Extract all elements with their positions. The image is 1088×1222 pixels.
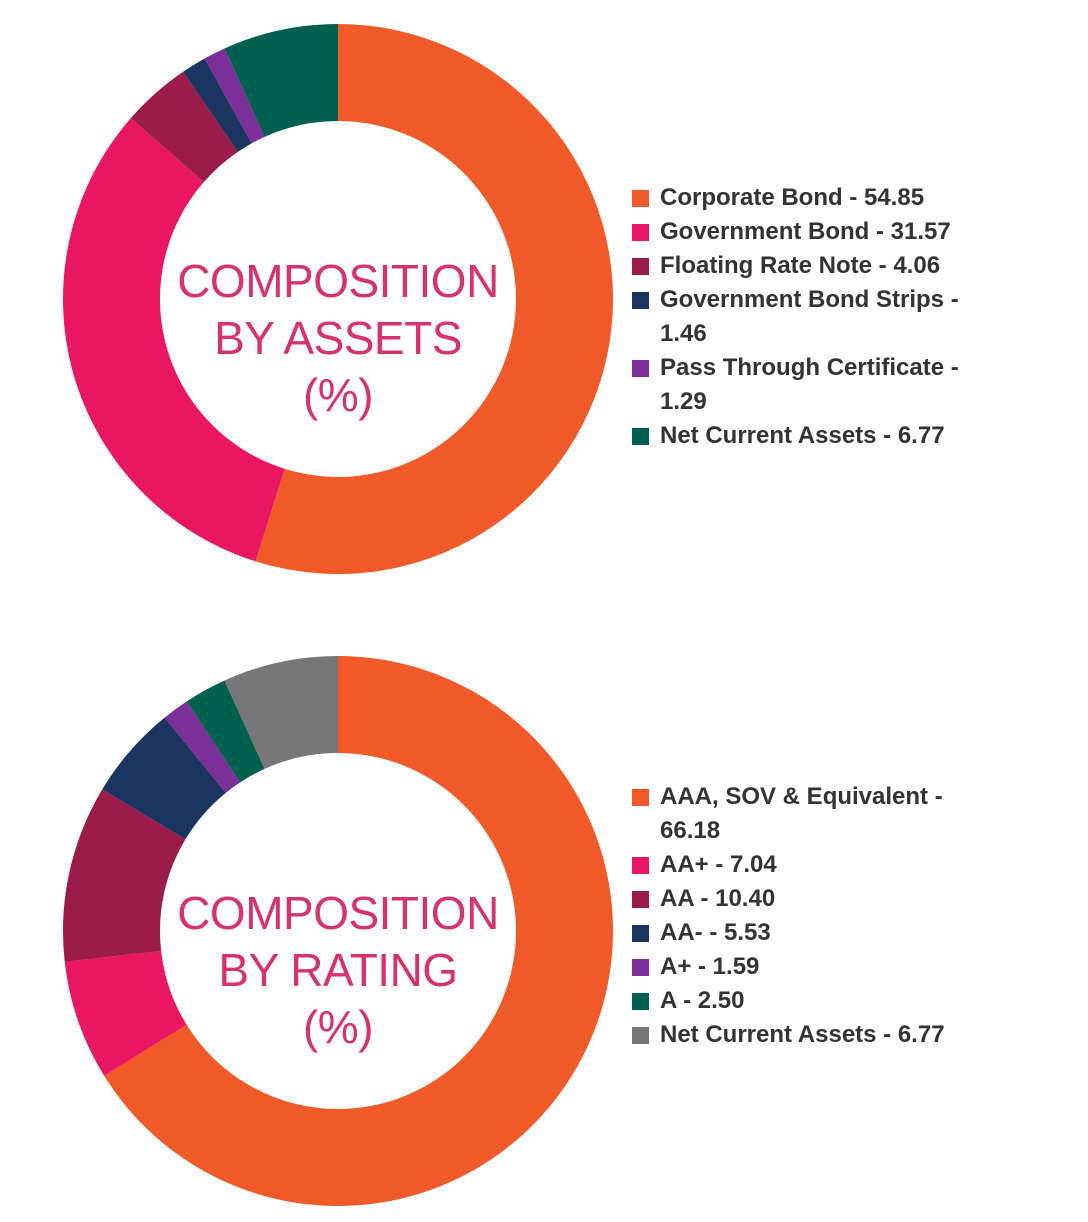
legend-swatch (632, 190, 649, 207)
legend-item-net-current-assets: Net Current Assets - 6.77 (632, 419, 1000, 453)
legend-item-a: A+ - 1.59 (632, 950, 1000, 984)
legend-swatch (632, 789, 649, 806)
slice-aa (63, 789, 186, 962)
chart-title-line: BY ASSETS (214, 312, 462, 364)
legend-label: AA- - 5.53 (660, 919, 771, 946)
legend-swatch (632, 360, 649, 377)
legend-swatch (632, 1027, 649, 1044)
chart-title-line: BY RATING (218, 944, 457, 996)
legend-item-government-bond: Government Bond - 31.57 (632, 215, 1000, 249)
slice-a (186, 680, 265, 783)
legend-swatch (632, 292, 649, 309)
legend-swatch (632, 224, 649, 241)
legend-item-corporate-bond: Corporate Bond - 54.85 (632, 181, 1000, 215)
legend-item-aaa-sov-equivalent: AAA, SOV & Equivalent - 66.18 (632, 780, 1000, 848)
rating-composition-legend: AAA, SOV & Equivalent - 66.18 AA+ - 7.04 A… (632, 780, 1000, 1052)
slice-government-bond-strips (183, 58, 252, 152)
legend-swatch (632, 891, 649, 908)
chart-title-line: COMPOSITION (177, 887, 499, 939)
legend-swatch (632, 993, 649, 1010)
slice-a (164, 701, 241, 793)
slice-aa (102, 717, 226, 840)
slice-pass-through-certificate (204, 48, 265, 144)
chart-title-line: (%) (303, 369, 373, 421)
legend-label: Corporate Bond - 54.85 (660, 184, 925, 211)
legend-label: Net Current Assets - 6.77 (660, 1021, 945, 1048)
legend-swatch (632, 258, 649, 275)
legend-label: A+ - 1.59 (660, 953, 760, 980)
legend-label: AA - 10.40 (660, 885, 776, 912)
legend-swatch (632, 959, 649, 976)
rating-composition-chart: COMPOSITION BY RATING (%) AAA, SOV & Equiv… (0, 630, 1088, 1222)
chart-title-line: (%) (303, 1001, 373, 1053)
legend-label: AA+ - 7.04 (660, 851, 777, 878)
slice-net-current-assets (224, 656, 338, 769)
legend-item-aa: AA+ - 7.04 (632, 848, 1000, 882)
slice-aaa-sov-equivalent (104, 656, 613, 1206)
slice-corporate-bond (255, 24, 614, 574)
legend-swatch (632, 428, 649, 445)
legend-item-aa: AA - 10.40 (632, 882, 1000, 916)
legend-label: Pass Through Certificate - 1.29 (660, 354, 959, 415)
asset-composition-chart: COMPOSITION BY ASSETS (%) Corporate Bond -… (0, 0, 1088, 600)
legend-item-government-bond-strips: Government Bond Strips - 1.46 (632, 283, 1000, 351)
chart-title-line: COMPOSITION (177, 255, 499, 307)
legend-item-floating-rate-note: Floating Rate Note - 4.06 (632, 249, 1000, 283)
legend-item-pass-through-certificate: Pass Through Certificate - 1.29 (632, 351, 1000, 419)
legend-item-net-current-assets: Net Current Assets - 6.77 (632, 1018, 1000, 1052)
slice-floating-rate-note (130, 71, 238, 182)
legend-label: A - 2.50 (660, 987, 745, 1014)
legend-label: AAA, SOV & Equivalent - 66.18 (660, 783, 943, 844)
legend-item-aa: AA- - 5.53 (632, 916, 1000, 950)
legend-swatch (632, 857, 649, 874)
asset-composition-legend: Corporate Bond - 54.85 Government Bond - … (632, 181, 1000, 453)
slice-government-bond (62, 118, 285, 562)
slice-aa (64, 950, 187, 1076)
legend-item-a: A - 2.50 (632, 984, 1000, 1018)
legend-label: Government Bond - 31.57 (660, 218, 951, 245)
slice-net-current-assets (224, 24, 338, 137)
legend-swatch (632, 925, 649, 942)
legend-label: Government Bond Strips - 1.46 (660, 286, 959, 347)
legend-label: Net Current Assets - 6.77 (660, 422, 945, 449)
legend-label: Floating Rate Note - 4.06 (660, 252, 941, 279)
